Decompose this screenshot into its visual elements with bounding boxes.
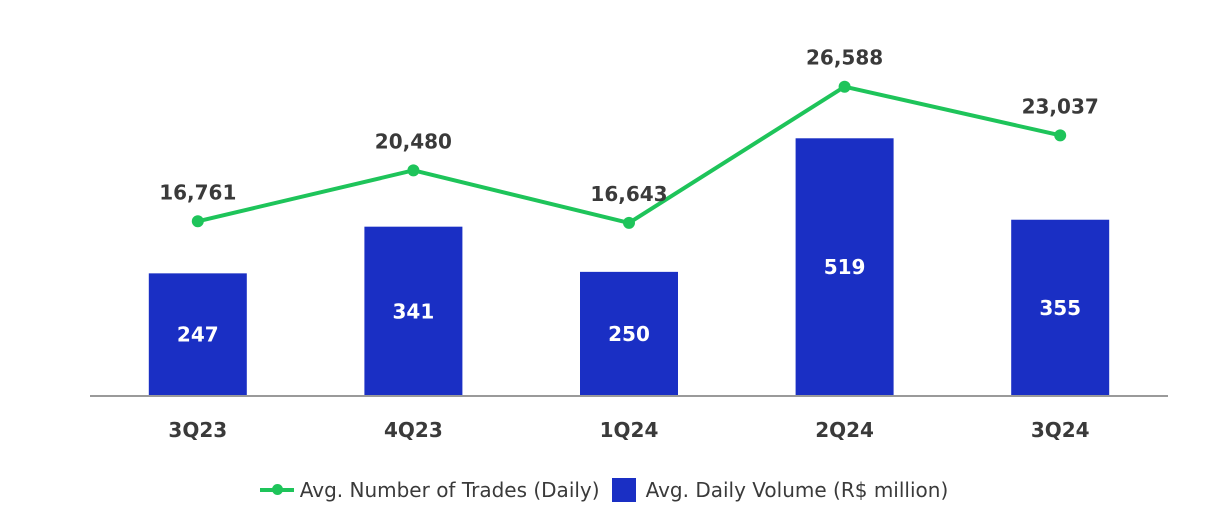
trades-point (623, 216, 635, 229)
bar-value-label: 247 (177, 323, 219, 347)
bar-value-label: 519 (824, 255, 866, 279)
x-tick-label: 3Q24 (1031, 418, 1090, 442)
trades-value-label: 26,588 (806, 46, 883, 70)
x-axis-ticks: 3Q23 4Q23 1Q24 2Q24 3Q24 (168, 418, 1089, 442)
trades-point (838, 80, 851, 93)
bar-3Q23 (148, 273, 247, 396)
x-tick-label: 1Q24 (600, 418, 659, 442)
trades-point (1054, 129, 1067, 142)
bar-4Q23 (364, 226, 463, 396)
bar-value-label: 355 (1039, 296, 1081, 320)
bar-series: 247 341 250 519 355 (148, 138, 1110, 396)
bar-value-label: 341 (393, 299, 435, 323)
bar-3Q24 (1011, 219, 1110, 396)
x-tick-label: 4Q23 (384, 418, 443, 442)
x-tick-label: 3Q23 (168, 418, 227, 442)
trades-value-label: 20,480 (375, 129, 452, 153)
legend-line-marker (259, 484, 294, 495)
trades-point (191, 215, 204, 228)
bar-value-label: 250 (608, 322, 650, 346)
line-series: 16,761 20,480 16,643 26,588 23,037 (159, 46, 1099, 229)
legend-item-volume: Avg. Daily Volume (R$ million) (611, 478, 949, 502)
legend-swatch-volume (611, 478, 636, 502)
legend: Avg. Number of Trades (Daily) Avg. Daily… (0, 478, 1208, 502)
combo-chart: 247 341 250 519 355 16,761 20,480 16,643 26,588… (90, 46, 1168, 442)
trades-value-label: 16,643 (590, 182, 667, 206)
trades-value-label: 16,761 (159, 180, 236, 204)
legend-label-trades: Avg. Number of Trades (Daily) (299, 478, 600, 502)
bar-2Q24 (795, 138, 894, 396)
x-tick-label: 2Q24 (815, 418, 874, 442)
trades-point (407, 164, 420, 177)
trades-value-label: 23,037 (1022, 94, 1099, 118)
legend-item-trades: Avg. Number of Trades (Daily) (259, 478, 600, 502)
bar-1Q24 (580, 271, 678, 396)
legend-label-volume: Avg. Daily Volume (R$ million) (645, 478, 949, 502)
